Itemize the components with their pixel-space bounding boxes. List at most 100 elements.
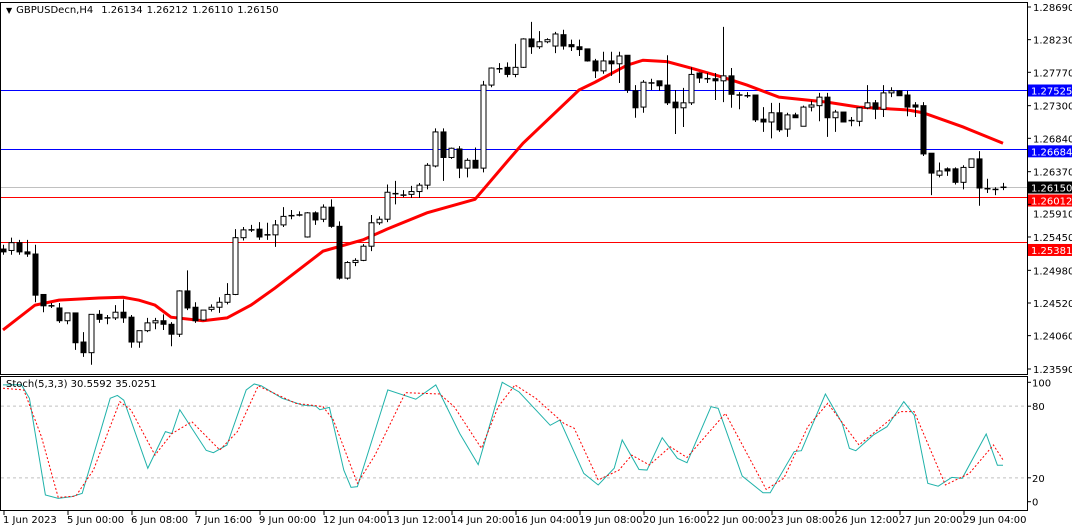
price-tick-label: 1.28230 (1033, 36, 1072, 47)
candle (56, 302, 63, 323)
candle (896, 90, 903, 97)
candle-body (96, 313, 103, 320)
candle (8, 237, 15, 255)
stochastic-pane-frame (0, 376, 1028, 511)
candle-body (384, 191, 391, 220)
candle-body (176, 290, 183, 335)
candle (152, 317, 159, 330)
candle (80, 332, 87, 357)
candle-body (208, 306, 215, 310)
candle-body (760, 118, 767, 123)
price-pane[interactable] (0, 21, 1027, 365)
candle-body (80, 341, 87, 354)
candle-body (720, 75, 727, 82)
price-tick-label: 1.27770 (1033, 68, 1072, 79)
time-tick-label: 5 Jun 00:00 (67, 515, 124, 526)
candle-body (624, 54, 631, 91)
candle-body (0, 248, 7, 253)
candle-body (488, 67, 495, 86)
candle-body (616, 55, 623, 65)
candle (808, 100, 815, 112)
candle-body (904, 94, 911, 108)
candle (984, 178, 991, 193)
candle (712, 73, 719, 100)
candle (64, 312, 71, 325)
candle-body (112, 311, 119, 319)
candle-body (536, 41, 543, 48)
candle (432, 128, 439, 168)
candle (880, 85, 887, 118)
candle (720, 26, 727, 103)
candle-body (584, 48, 591, 62)
low-value: 1.26110 (191, 5, 234, 16)
candle-body (472, 159, 479, 169)
time-tick-label: 20 Jun 16:00 (643, 515, 707, 526)
candle (456, 146, 463, 179)
candle-body (416, 184, 423, 193)
candle-body (240, 229, 247, 239)
candle (520, 38, 527, 69)
candle (400, 190, 407, 198)
candle-body (952, 168, 959, 183)
candle (672, 90, 679, 135)
chart-header: ▼ GBPUSDecn,H4 1.26134 1.26212 1.26110 1… (6, 5, 279, 16)
candle-body (808, 104, 815, 108)
candle (960, 165, 967, 190)
candle (360, 244, 367, 262)
candle-body (232, 237, 239, 295)
price-label-background (1028, 145, 1072, 158)
candle-body (664, 84, 671, 104)
candle (376, 216, 383, 225)
candle-body (272, 224, 279, 236)
candle (512, 43, 519, 78)
candle-body (440, 131, 447, 158)
stochastic-pane[interactable] (1, 381, 1027, 499)
candle (312, 211, 319, 225)
stochastic-main-value: 30.5592 (70, 379, 113, 390)
candle (704, 73, 711, 83)
candle-body (184, 290, 191, 309)
candle (472, 147, 479, 169)
candle-body (304, 212, 311, 238)
high-value: 1.26212 (146, 5, 188, 16)
candle (464, 158, 471, 178)
candle-body (928, 152, 935, 174)
candle (240, 227, 247, 241)
candle (352, 258, 359, 267)
candle-body (792, 114, 799, 119)
time-tick-label: 27 Jun 20:00 (899, 515, 963, 526)
candle-body (432, 131, 439, 167)
candle (944, 167, 951, 176)
candle-body (856, 107, 863, 122)
candle-body (544, 39, 551, 43)
candle (848, 117, 855, 127)
time-tick-label: 26 Jun 12:00 (835, 515, 899, 526)
candle-body (32, 253, 39, 296)
candle-body (168, 323, 175, 335)
triangle-down-icon[interactable]: ▼ (6, 6, 13, 15)
candle (280, 207, 287, 228)
candle (608, 51, 615, 76)
candle (816, 92, 823, 122)
candle-body (120, 311, 127, 319)
candle-body (960, 166, 967, 183)
candle (912, 102, 919, 118)
candle (416, 183, 423, 198)
candle (600, 51, 607, 74)
candle-body (72, 312, 79, 344)
time-tick-label: 13 Jun 12:00 (387, 515, 451, 526)
candle-body (352, 259, 359, 264)
price-tick-label: 1.24980 (1033, 266, 1072, 277)
candle (272, 219, 279, 247)
candle (344, 261, 351, 280)
candle (584, 48, 591, 62)
price-tick-label: 1.28690 (1033, 3, 1072, 14)
candle (800, 105, 807, 127)
stochastic-tick-label: 20 (1032, 474, 1045, 485)
candle-body (912, 104, 919, 108)
stochastic-tick-label: 80 (1032, 402, 1045, 413)
candle (864, 85, 871, 110)
candle-body (480, 84, 487, 169)
